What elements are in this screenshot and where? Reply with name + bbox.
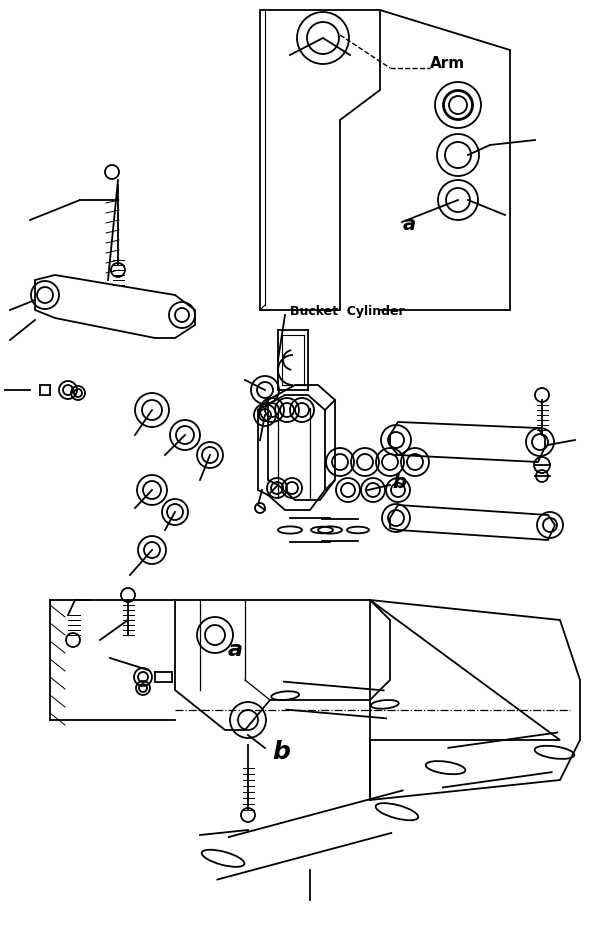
- Text: Bucket  Cylinder: Bucket Cylinder: [290, 305, 405, 318]
- Text: Arm: Arm: [430, 55, 465, 70]
- Text: a: a: [228, 640, 243, 660]
- Text: b: b: [272, 740, 290, 764]
- Text: a: a: [403, 216, 416, 234]
- Text: b: b: [392, 473, 406, 491]
